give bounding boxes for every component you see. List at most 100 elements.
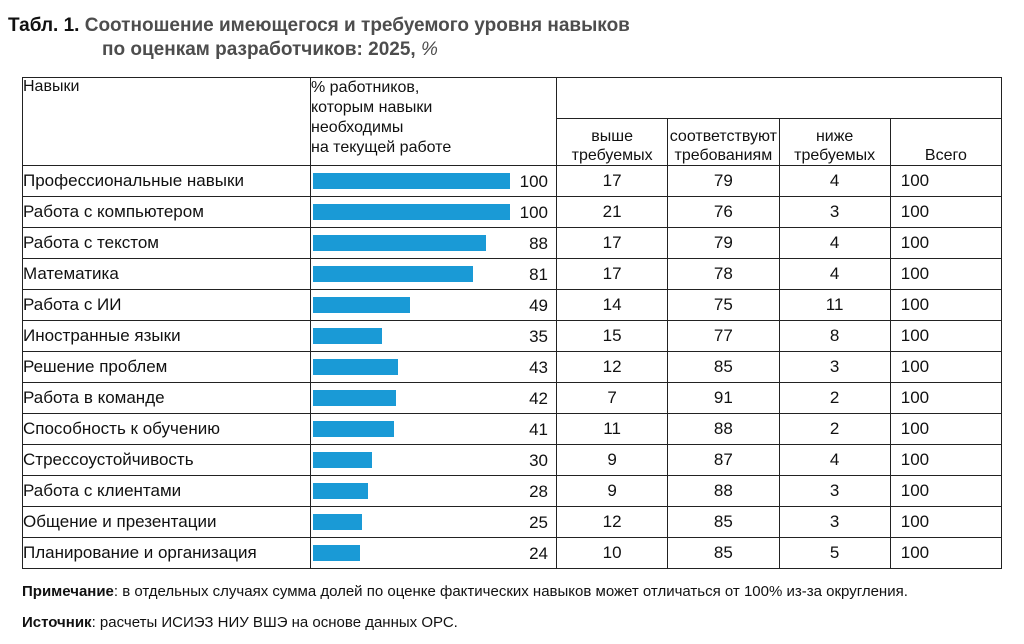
pct-value: 25 (529, 513, 548, 532)
table-row: Работа с компьютером 100 21 76 3 100 (22, 196, 1003, 228)
skill-name: Общение и презентации (22, 506, 311, 538)
skill-name: Работа в команде (22, 382, 311, 414)
pct-cell: 88 (310, 227, 557, 259)
skill-name: Работа с компьютером (22, 196, 311, 228)
total-value: 100 (889, 320, 1003, 352)
header-match-line: требованиям (674, 147, 773, 164)
skill-name: Работа с клиентами (22, 475, 311, 507)
below-value: 4 (778, 165, 891, 197)
source-label: Источник (22, 614, 92, 631)
total-value: 100 (889, 475, 1003, 507)
pct-value: 24 (529, 544, 548, 563)
header-below: ниже требуемых (778, 118, 891, 166)
total-value: 100 (889, 537, 1003, 569)
header-match: соответствуют требованиям (667, 118, 780, 166)
header-pct-line: % работников, (311, 79, 420, 96)
above-value: 12 (555, 351, 669, 383)
pct-bar (313, 390, 396, 406)
skill-name: Работа с текстом (22, 227, 311, 259)
pct-bar (313, 204, 510, 220)
footnote-source: Источник: расчеты ИСИЭЗ НИУ ВШЭ на основ… (22, 614, 458, 631)
total-value: 100 (889, 444, 1003, 476)
title-line2: по оценкам разработчиков: 2025, (102, 39, 416, 60)
above-value: 17 (555, 258, 669, 290)
pct-value: 43 (529, 358, 548, 377)
title-prefix: Табл. 1. (8, 15, 80, 36)
table-row: Работа с ИИ 49 14 75 11 100 (22, 289, 1003, 321)
below-value: 11 (778, 289, 891, 321)
below-value: 2 (778, 413, 891, 445)
header-above-line: требуемых (571, 147, 653, 164)
pct-cell: 35 (310, 320, 557, 352)
pct-value: 100 (519, 172, 548, 191)
table-row: Математика 81 17 78 4 100 (22, 258, 1003, 290)
note-text: : в отдельных случаях сумма долей по оце… (113, 583, 908, 600)
pct-bar (313, 421, 394, 437)
pct-value: 35 (529, 327, 548, 346)
skill-name: Работа с ИИ (22, 289, 311, 321)
header-above-line: выше (591, 128, 633, 145)
below-value: 4 (778, 444, 891, 476)
above-value: 12 (555, 506, 669, 538)
match-value: 87 (667, 444, 780, 476)
pct-bar (313, 297, 410, 313)
total-value: 100 (889, 165, 1003, 197)
pct-cell: 49 (310, 289, 557, 321)
pct-cell: 42 (310, 382, 557, 414)
pct-cell: 81 (310, 258, 557, 290)
pct-bar (313, 483, 368, 499)
pct-bar (313, 359, 398, 375)
footnote-note: Примечание: в отдельных случаях сумма до… (22, 583, 908, 600)
below-value: 8 (778, 320, 891, 352)
header-pct-line: которым навыки (311, 99, 433, 116)
table-row: Планирование и организация 24 10 85 5 100 (22, 537, 1003, 569)
note-label: Примечание (22, 583, 114, 600)
above-value: 9 (555, 475, 669, 507)
title-main: Соотношение имеющегося и требуемого уров… (84, 15, 630, 36)
below-value: 3 (778, 506, 891, 538)
match-value: 75 (667, 289, 780, 321)
header-below-line: требуемых (794, 147, 876, 164)
match-value: 79 (667, 227, 780, 259)
total-value: 100 (889, 196, 1003, 228)
pct-value: 49 (529, 296, 548, 315)
pct-value: 42 (529, 389, 548, 408)
source-text: : расчеты ИСИЭЗ НИУ ВШЭ на основе данных… (91, 614, 458, 631)
pct-cell: 25 (310, 506, 557, 538)
total-value: 100 (889, 289, 1003, 321)
header-pct-line: на текущей работе (311, 139, 452, 156)
total-value: 100 (889, 413, 1003, 445)
total-value: 100 (889, 258, 1003, 290)
total-value: 100 (889, 227, 1003, 259)
header-pct: % работников, которым навыки необходимы … (310, 77, 557, 166)
table-row: Стрессоустойчивость 30 9 87 4 100 (22, 444, 1003, 476)
skill-name: Решение проблем (22, 351, 311, 383)
above-value: 14 (555, 289, 669, 321)
pct-bar (313, 452, 372, 468)
skill-name: Иностранные языки (22, 320, 311, 352)
pct-cell: 43 (310, 351, 557, 383)
below-value: 3 (778, 351, 891, 383)
match-value: 88 (667, 475, 780, 507)
pct-bar (313, 173, 510, 189)
table-row: Иностранные языки 35 15 77 8 100 (22, 320, 1003, 352)
above-value: 9 (555, 444, 669, 476)
above-value: 11 (555, 413, 669, 445)
pct-value: 81 (529, 265, 548, 284)
match-value: 85 (667, 506, 780, 538)
table-row: Профессиональные навыки 100 17 79 4 100 (22, 165, 1003, 197)
below-value: 4 (778, 258, 891, 290)
match-value: 76 (667, 196, 780, 228)
pct-value: 100 (519, 203, 548, 222)
pct-value: 41 (529, 420, 548, 439)
pct-bar (313, 235, 486, 251)
match-value: 79 (667, 165, 780, 197)
match-value: 78 (667, 258, 780, 290)
above-value: 17 (555, 227, 669, 259)
below-value: 3 (778, 196, 891, 228)
skill-name: Планирование и организация (22, 537, 311, 569)
table-row: Работа с текстом 88 17 79 4 100 (22, 227, 1003, 259)
title-unit: % (421, 39, 438, 60)
header-group-blank (556, 77, 1002, 119)
pct-value: 28 (529, 482, 548, 501)
